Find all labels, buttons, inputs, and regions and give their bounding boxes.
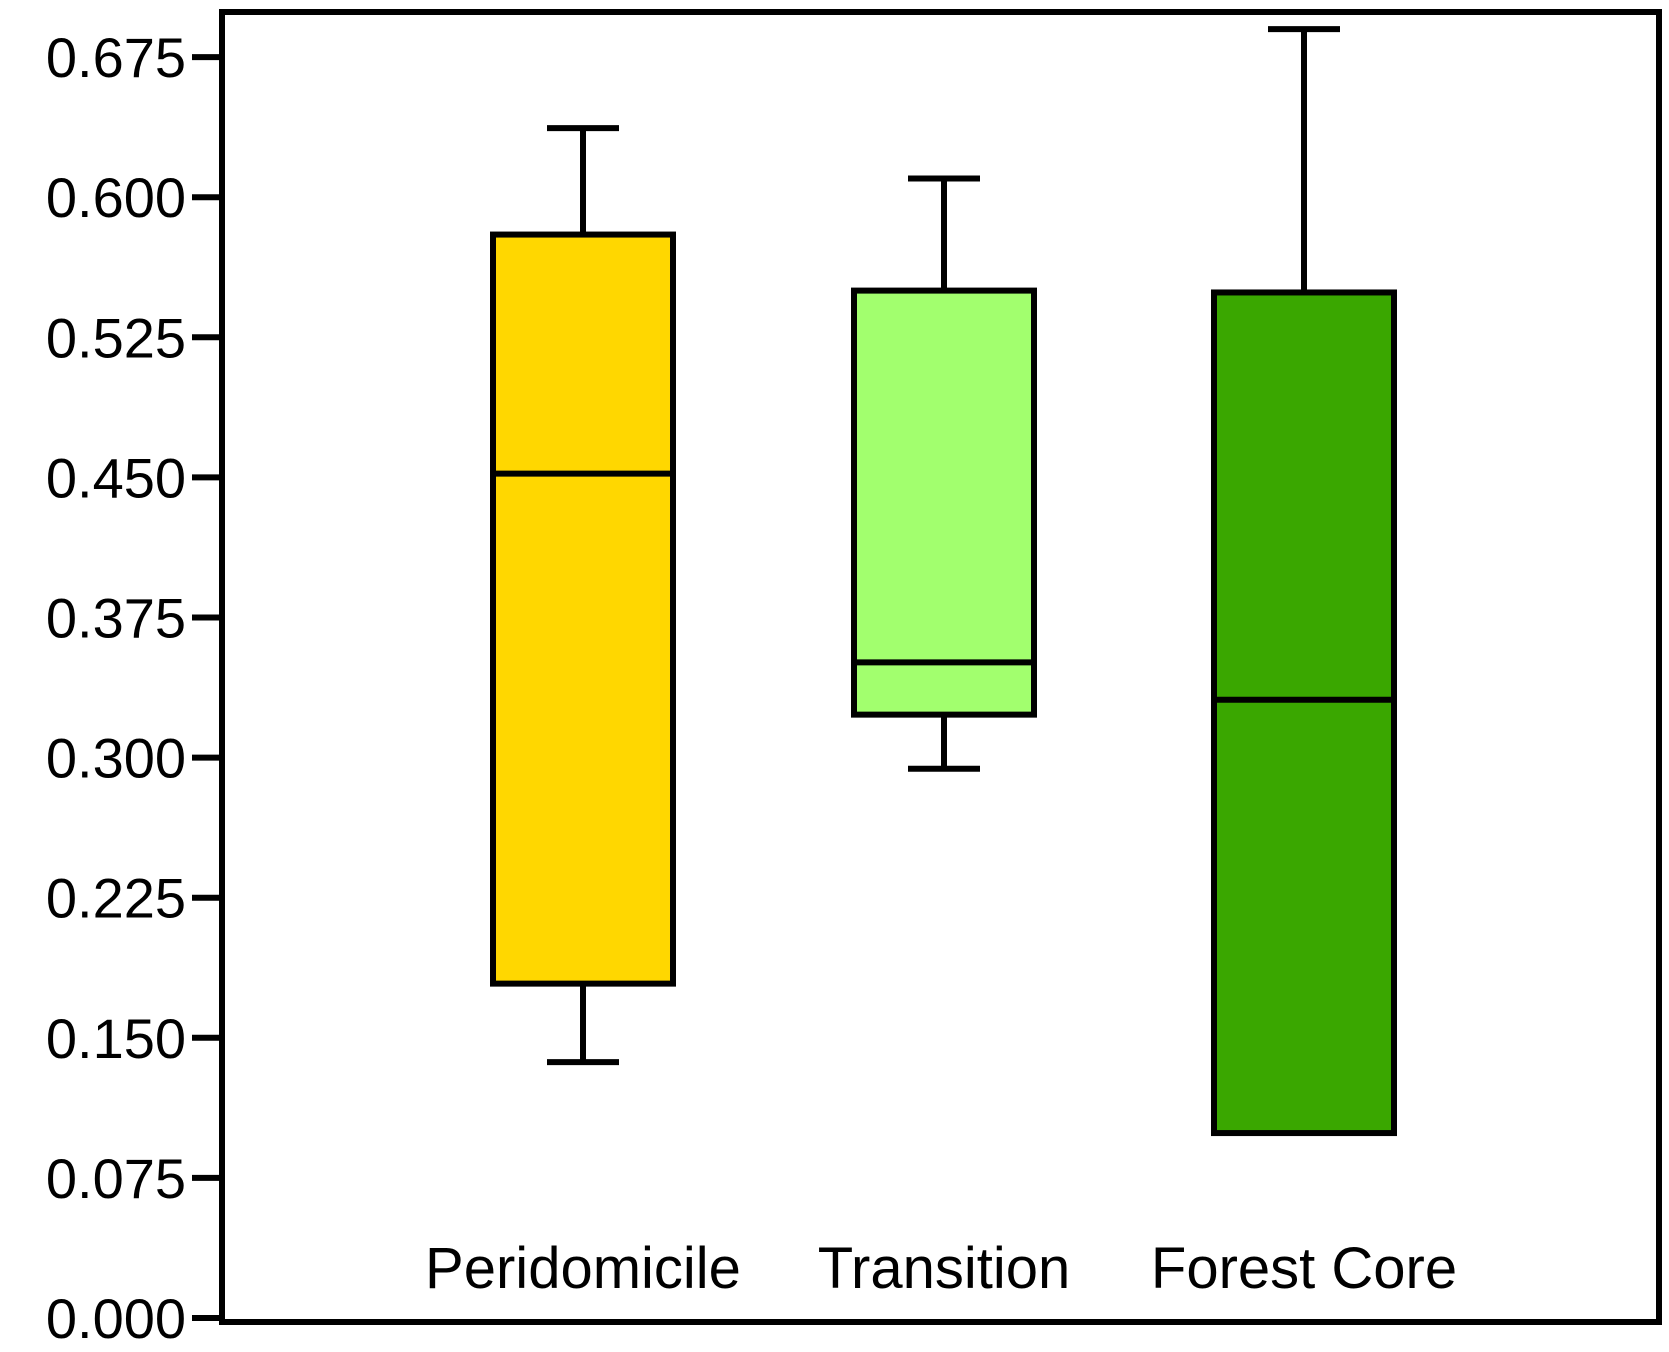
box-forest-core bbox=[1211, 26, 1397, 1137]
x-category-label: Peridomicile bbox=[425, 1236, 741, 1301]
y-axis: 0.000 0.075 0.150 0.225 0.300 0.375 0.450 0.525… bbox=[46, 26, 222, 1350]
iqr-box bbox=[1211, 289, 1397, 1137]
y-tick-label: 0.225 bbox=[46, 867, 186, 930]
x-category-label: Forest Core bbox=[1151, 1236, 1457, 1301]
y-tick-label: 0.000 bbox=[46, 1287, 186, 1350]
y-tick-label: 0.525 bbox=[46, 306, 186, 369]
y-tick-label: 0.600 bbox=[46, 166, 186, 229]
y-tick-label: 0.375 bbox=[46, 587, 186, 650]
iqr-box bbox=[490, 231, 676, 987]
x-axis-labels: Peridomicile Transition Forest Core bbox=[425, 1236, 1457, 1301]
plot-frame bbox=[219, 9, 1662, 1325]
y-tick-label: 0.450 bbox=[46, 446, 186, 509]
x-category-label: Transition bbox=[818, 1236, 1071, 1301]
y-tick-label: 0.150 bbox=[46, 1007, 186, 1070]
box-transition bbox=[851, 175, 1037, 772]
boxes bbox=[490, 26, 1397, 1137]
iqr-box bbox=[851, 287, 1037, 718]
y-tick-label: 0.075 bbox=[46, 1147, 186, 1210]
box-peridomicile bbox=[490, 125, 676, 1066]
y-tick-label: 0.300 bbox=[46, 727, 186, 790]
y-tick-label: 0.675 bbox=[46, 26, 186, 89]
